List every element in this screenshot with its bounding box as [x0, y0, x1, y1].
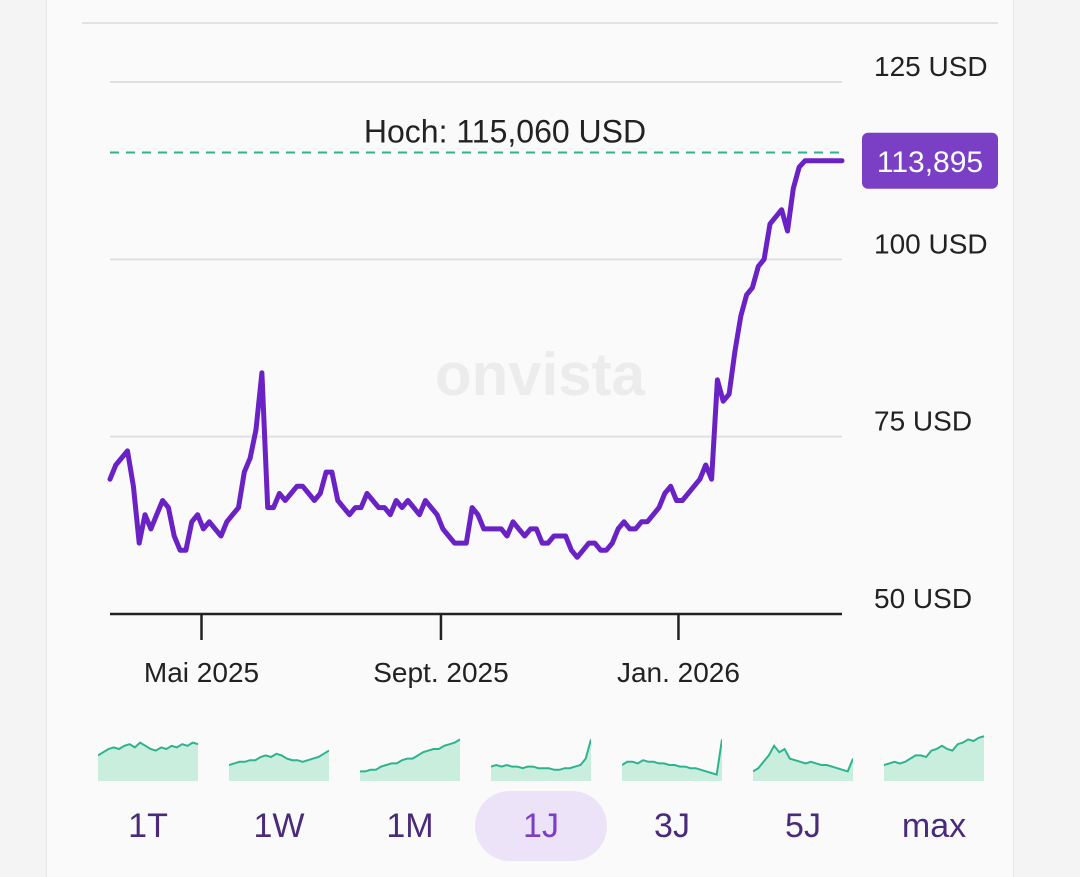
watermark-text: onvista: [435, 341, 646, 408]
sparkline-line: [884, 735, 984, 766]
range-1w[interactable]: 1W: [213, 725, 345, 865]
sparkline-line: [491, 739, 591, 771]
range-max[interactable]: max: [868, 725, 1000, 865]
range-label: 1J: [475, 791, 607, 861]
range-label: 1T: [128, 806, 168, 845]
sparkline-chart: [884, 735, 984, 781]
last-value-badge: [862, 132, 998, 189]
sparkline-area: [622, 739, 722, 781]
x-tick-label: Sept. 2025: [373, 657, 508, 688]
sparkline-chart: [360, 738, 460, 781]
sparkline-chart: [753, 744, 853, 781]
range-3j[interactable]: 3J: [606, 725, 738, 865]
x-tick-label: Jan. 2026: [617, 657, 740, 688]
sparkline-chart: [229, 749, 329, 781]
sparkline-area: [98, 742, 198, 781]
sparkline-chart: [491, 739, 591, 781]
chart-card: [46, 0, 1014, 877]
sparkline-chart: [622, 739, 722, 781]
x-tick-label: Mai 2025: [144, 657, 259, 688]
y-tick-label: 50 USD: [874, 583, 972, 614]
range-1t[interactable]: 1T: [82, 725, 214, 865]
sparkline-line: [622, 739, 722, 776]
range-label: max: [901, 806, 967, 845]
price-line: [107, 158, 845, 560]
sparkline-line: [360, 738, 460, 773]
range-1j[interactable]: 1J: [475, 725, 607, 865]
sparkline-area: [491, 739, 591, 781]
top-divider: [82, 22, 998, 24]
y-tick-label: 125 USD: [874, 51, 988, 82]
high-label: Hoch: 115,060 USD: [364, 114, 646, 150]
range-label: 1M: [386, 806, 434, 845]
range-1m[interactable]: 1M: [344, 725, 476, 865]
y-tick-label: 100 USD: [874, 228, 988, 259]
range-label: 5J: [785, 806, 821, 845]
sparkline-line: [98, 741, 198, 757]
y-tick-label: 75 USD: [874, 406, 972, 437]
time-range-selector: 1T 1W 1M 1J 3J 5J max: [82, 725, 998, 865]
sparkline-line: [753, 744, 853, 773]
sparkline-chart: [98, 741, 198, 781]
range-label: 3J: [654, 806, 690, 845]
sparkline-area: [229, 750, 329, 781]
sparkline-area: [884, 736, 984, 781]
last-value-label: 113,895: [877, 146, 983, 179]
sparkline-line: [229, 749, 329, 766]
range-5j[interactable]: 5J: [737, 725, 869, 865]
range-label: 1W: [253, 806, 305, 845]
